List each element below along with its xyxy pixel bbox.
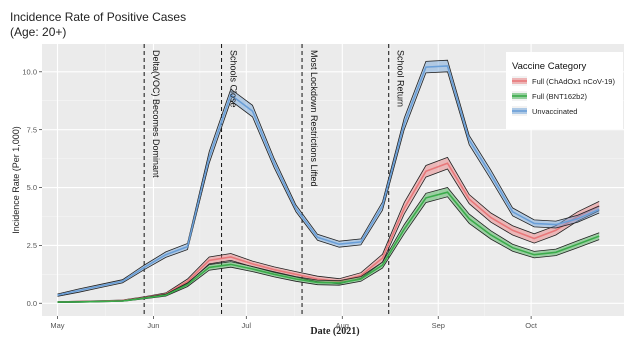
legend-title: Vaccine Category	[512, 61, 587, 72]
legend-items: Full (ChAdOx1 nCoV-19) Full (BNT162b2) Unv…	[512, 76, 615, 116]
x-tick-label: Sep	[432, 321, 445, 330]
y-axis-title: Incidence Rate (Per 1,000)	[11, 126, 21, 234]
x-tick-label: Aug	[336, 321, 349, 330]
legend-label: Full (ChAdOx1 nCoV-19)	[532, 77, 615, 86]
series-group	[57, 59, 600, 303]
event-label: Most Lockdown Restrictions Lifted	[309, 50, 319, 187]
series-upper-bound	[57, 59, 600, 295]
event-labels: Delta(VOC) Becomes Dominant Schools Close…	[151, 50, 406, 187]
y-tick-label: 7.5	[27, 125, 37, 134]
series-lower-bound	[57, 71, 600, 297]
y-axis-ticks: 0.0 2.5 5.0 7.5 10.0	[22, 67, 42, 308]
legend: Vaccine Category Full (ChAdOx1 nCoV-19)F…	[506, 52, 623, 129]
event-label: Delta(VOC) Becomes Dominant	[151, 50, 161, 178]
y-tick-label: 5.0	[27, 183, 37, 192]
x-tick-label: Jul	[242, 321, 252, 330]
event-label: Schools Close	[229, 50, 239, 108]
x-axis-title: Date (2021)	[310, 326, 359, 337]
y-tick-label: 10.0	[22, 67, 37, 76]
event-label: School Return	[396, 50, 406, 107]
chart-subtitle: (Age: 20+)	[10, 25, 66, 39]
series-ribbon	[57, 157, 600, 303]
series-line	[57, 191, 600, 303]
x-tick-label: Oct	[525, 321, 538, 330]
y-tick-label: 2.5	[27, 241, 37, 250]
x-tick-label: Jun	[147, 321, 159, 330]
legend-label: Full (BNT162b2)	[532, 92, 588, 101]
legend-box	[506, 52, 623, 129]
legend-label: Unvaccinated	[532, 107, 577, 116]
x-axis-ticks: May Jun Jul Aug Sep Oct	[50, 316, 538, 330]
chart-title: Incidence Rate of Positive Cases	[10, 10, 186, 24]
x-tick-label: May	[50, 321, 64, 330]
y-tick-label: 0.0	[27, 299, 37, 308]
series-line	[57, 65, 600, 296]
